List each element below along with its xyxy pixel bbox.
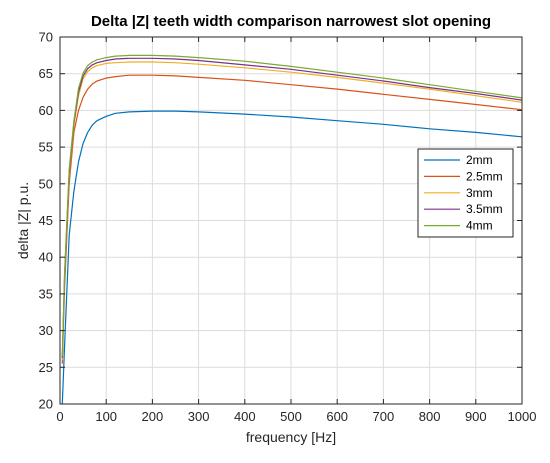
- x-tick-label: 700: [373, 409, 395, 424]
- x-tick-label: 1000: [508, 409, 537, 424]
- legend-label: 4mm: [466, 219, 493, 233]
- x-tick-label: 300: [188, 409, 210, 424]
- y-tick-label: 55: [39, 140, 53, 155]
- y-tick-label: 50: [39, 176, 53, 191]
- x-tick-label: 600: [326, 409, 348, 424]
- x-tick-label: 200: [142, 409, 164, 424]
- legend-label: 3.5mm: [466, 202, 503, 216]
- chart-title: Delta |Z| teeth width comparison narrowe…: [91, 13, 491, 30]
- y-tick-label: 20: [39, 397, 53, 412]
- x-tick-label: 500: [280, 409, 302, 424]
- legend-label: 2.5mm: [466, 169, 503, 183]
- y-tick-label: 70: [39, 30, 53, 45]
- y-tick-label: 25: [39, 360, 53, 375]
- x-axis-title: frequency [Hz]: [246, 429, 336, 445]
- y-tick-label: 35: [39, 286, 53, 301]
- x-tick-label: 0: [56, 409, 63, 424]
- y-tick-label: 45: [39, 213, 53, 228]
- series-lines: [61, 54, 523, 405]
- series-line-1: [61, 110, 523, 405]
- legend: 2mm 2.5mm 3mm 3.5mm 4mm: [417, 148, 514, 238]
- y-tick-label: 40: [39, 250, 53, 265]
- x-tick-label: 100: [95, 409, 117, 424]
- series-line-2: [61, 74, 523, 364]
- x-tick-label: 900: [465, 409, 487, 424]
- y-tick-label: 60: [39, 103, 53, 118]
- legend-label: 2mm: [466, 153, 493, 167]
- x-tick-label: 800: [419, 409, 441, 424]
- x-tick-label: 400: [234, 409, 256, 424]
- series-line-5: [61, 54, 523, 357]
- y-axis-title: delta |Z| p.u.: [15, 182, 31, 259]
- y-tick-label: 65: [39, 66, 53, 81]
- y-tick-label: 30: [39, 323, 53, 338]
- legend-label: 3mm: [466, 186, 493, 200]
- axis-ticks: 0 100 200 300 400 500 600 700 800 900 1000 20 25 30 35…: [39, 30, 537, 425]
